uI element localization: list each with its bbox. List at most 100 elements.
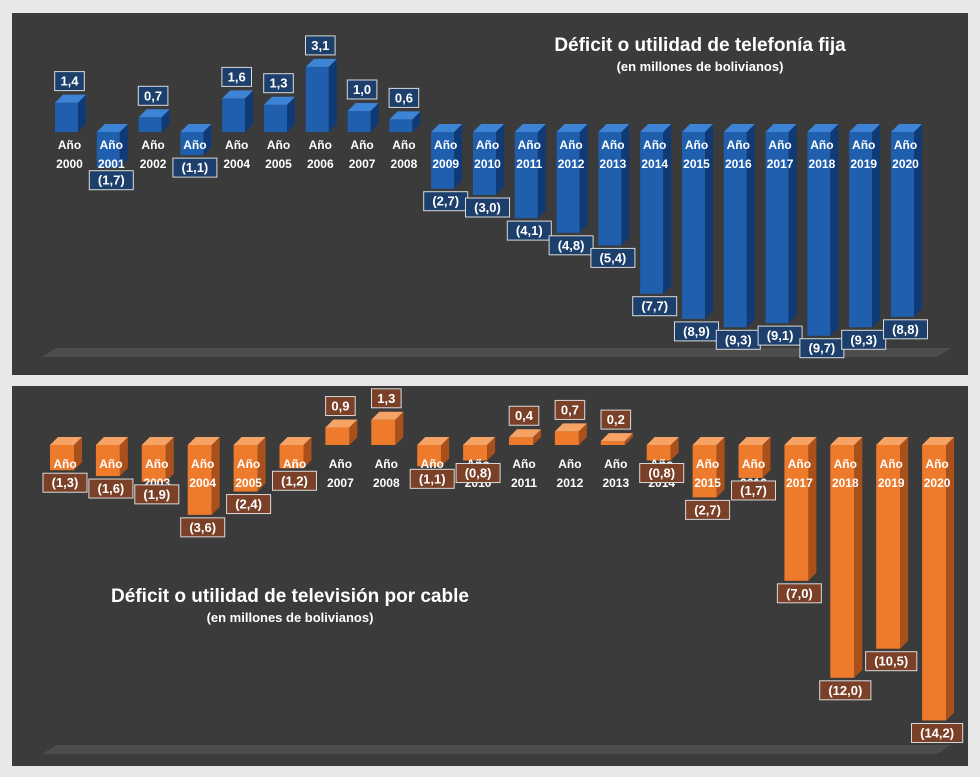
bar-top xyxy=(180,124,212,132)
bar-top xyxy=(431,124,463,132)
data-label-box xyxy=(506,220,552,241)
data-label-box xyxy=(325,396,356,417)
bar xyxy=(95,445,120,477)
bar-group: Año 2018 (9,7) xyxy=(799,124,845,359)
bar xyxy=(600,441,625,445)
category-label: Año xyxy=(309,138,332,152)
bar xyxy=(417,445,442,467)
bar-group: Año 2015 (2,7) xyxy=(685,437,731,520)
bar-group: Año 2001 (1,7) xyxy=(88,124,134,191)
bar xyxy=(371,419,396,445)
bar-side xyxy=(78,94,86,132)
category-label: Año xyxy=(880,457,903,471)
category-label: Año xyxy=(283,457,306,471)
bar-group: Año 2005 1,3 xyxy=(263,73,295,171)
bar-side xyxy=(412,111,421,132)
data-label-box xyxy=(554,399,586,420)
bar xyxy=(509,437,533,445)
bar-top xyxy=(96,124,128,132)
category-label: Año xyxy=(834,457,857,471)
category-label: Año xyxy=(434,138,457,152)
bar-side xyxy=(496,124,504,195)
chart-floor xyxy=(42,348,951,357)
bar xyxy=(305,66,329,132)
category-label: Año xyxy=(742,457,765,471)
bar-top xyxy=(849,124,881,132)
bar-top xyxy=(807,124,839,132)
bar-top xyxy=(95,437,128,445)
data-label-box xyxy=(272,470,317,491)
bar-side xyxy=(395,411,404,445)
bar-side xyxy=(872,124,881,328)
category-label: 2005 xyxy=(235,476,262,490)
bar xyxy=(431,132,455,189)
bar-top xyxy=(347,103,379,111)
data-label: (9,3) xyxy=(850,332,877,347)
bar-side xyxy=(537,124,546,219)
data-label-box xyxy=(226,494,272,515)
data-label-box xyxy=(776,583,822,604)
data-label: (1,7) xyxy=(740,483,767,498)
bar xyxy=(279,445,304,469)
bar xyxy=(876,445,901,649)
telefonia-chart-subtitle: (en millones de bolivianos) xyxy=(616,59,784,74)
bar-side xyxy=(165,437,174,482)
category-label: Año xyxy=(237,457,260,471)
category-label: Año xyxy=(768,138,791,152)
bar xyxy=(96,132,120,168)
data-label: (5,4) xyxy=(600,250,627,265)
bar xyxy=(222,98,246,132)
bar-side xyxy=(914,124,922,317)
bar-side xyxy=(245,90,254,132)
bar-group: Año 2019 (9,3) xyxy=(841,124,887,350)
bar-side xyxy=(900,437,909,649)
bar-side xyxy=(161,109,170,132)
bar-group: Año 2004 (3,6) xyxy=(180,437,226,538)
data-label: 0,7 xyxy=(144,88,162,103)
data-label: (14,2) xyxy=(920,725,954,740)
bar xyxy=(187,445,212,515)
bar-group: Año 2009 (2,7) xyxy=(423,124,469,212)
bar-side xyxy=(579,124,588,233)
data-label: 0,2 xyxy=(607,412,625,427)
bar-side xyxy=(328,58,337,132)
bar xyxy=(141,445,166,482)
bar xyxy=(55,102,78,132)
category-label: 2013 xyxy=(602,476,629,490)
data-label: 1,0 xyxy=(353,82,371,97)
bar-top xyxy=(138,109,170,118)
data-label: 0,6 xyxy=(395,90,413,105)
bar-group: Año 2013 (5,4) xyxy=(590,124,636,268)
bar-group: Año 2006 3,1 xyxy=(305,35,337,171)
category-label: Año xyxy=(183,138,206,152)
category-label: Año xyxy=(788,457,811,471)
cable-chart-title-block: Déficit o utilidad de televisión por cab… xyxy=(111,586,469,625)
category-label: Año xyxy=(99,457,122,471)
category-label: Año xyxy=(392,138,415,152)
data-label-box xyxy=(548,235,594,256)
data-label-box xyxy=(508,405,540,426)
data-label: (9,3) xyxy=(725,332,752,347)
data-label-box xyxy=(455,463,501,484)
data-label: (8,8) xyxy=(892,322,919,337)
bar-group: Año 2017 (9,1) xyxy=(757,124,803,346)
data-label: (1,3) xyxy=(52,475,79,490)
bar-group: Año 2007 0,9 xyxy=(325,396,358,490)
bar-top xyxy=(55,94,86,103)
bar-side xyxy=(119,124,128,168)
data-label: (0,8) xyxy=(465,466,492,481)
category-label: Año xyxy=(58,138,81,152)
bar xyxy=(264,104,287,132)
category-label: 2005 xyxy=(265,157,292,171)
data-label: (9,1) xyxy=(767,328,794,343)
bar-top xyxy=(514,124,546,132)
category-label: 2018 xyxy=(809,157,836,171)
bar xyxy=(473,132,496,195)
bar xyxy=(922,445,947,721)
bar xyxy=(849,132,873,328)
data-label: (4,1) xyxy=(516,223,543,238)
bar-top xyxy=(141,437,174,445)
bar-top xyxy=(554,423,587,432)
